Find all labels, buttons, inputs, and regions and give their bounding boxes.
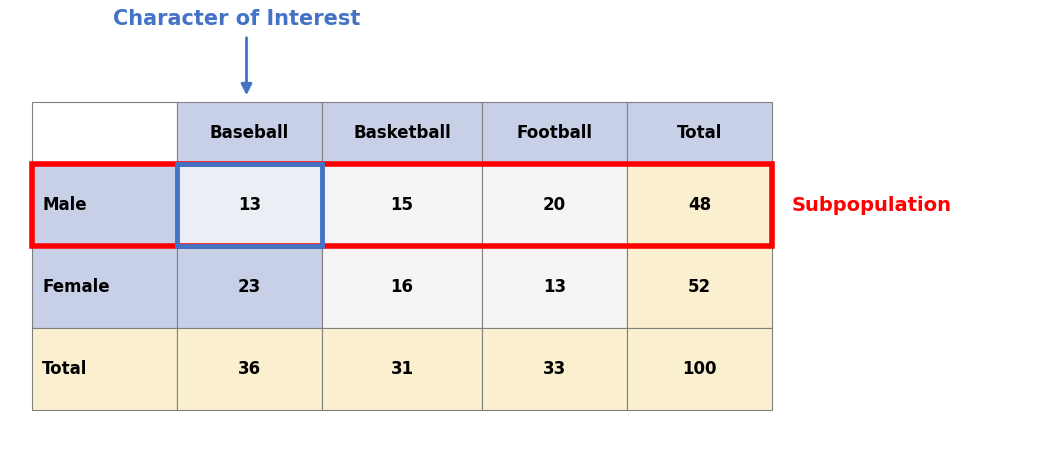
Bar [482,246,627,328]
Bar [482,164,627,246]
Bar [323,328,482,410]
Bar [32,102,177,164]
Bar [627,102,772,164]
Text: Female: Female [42,278,110,296]
Bar [627,246,772,328]
Text: 33: 33 [543,360,566,378]
Bar [323,164,482,246]
Bar [177,164,323,246]
Bar [32,328,177,410]
Text: Male: Male [42,196,86,214]
Text: 48: 48 [688,196,711,214]
Bar [32,164,772,246]
Bar [323,102,482,164]
Bar [177,164,323,246]
Text: Character of Interest: Character of Interest [113,9,360,29]
Bar [32,246,177,328]
Bar [32,164,177,246]
Text: Baseball: Baseball [210,124,289,142]
Text: 13: 13 [543,278,566,296]
Bar [482,102,627,164]
Text: Total: Total [42,360,87,378]
Text: 31: 31 [390,360,413,378]
Text: 23: 23 [238,278,261,296]
Text: Subpopulation: Subpopulation [792,196,952,214]
Text: Football: Football [516,124,592,142]
Bar [177,102,323,164]
Text: 36: 36 [238,360,261,378]
Text: 100: 100 [682,360,717,378]
Bar [627,164,772,246]
Text: 13: 13 [238,196,261,214]
Bar [627,328,772,410]
Text: Basketball: Basketball [353,124,451,142]
Text: Total: Total [677,124,722,142]
Bar [323,246,482,328]
Bar [482,328,627,410]
Text: 15: 15 [390,196,413,214]
Text: 52: 52 [688,278,711,296]
Text: 16: 16 [390,278,413,296]
Bar [177,328,323,410]
Text: 20: 20 [543,196,566,214]
Bar [177,246,323,328]
